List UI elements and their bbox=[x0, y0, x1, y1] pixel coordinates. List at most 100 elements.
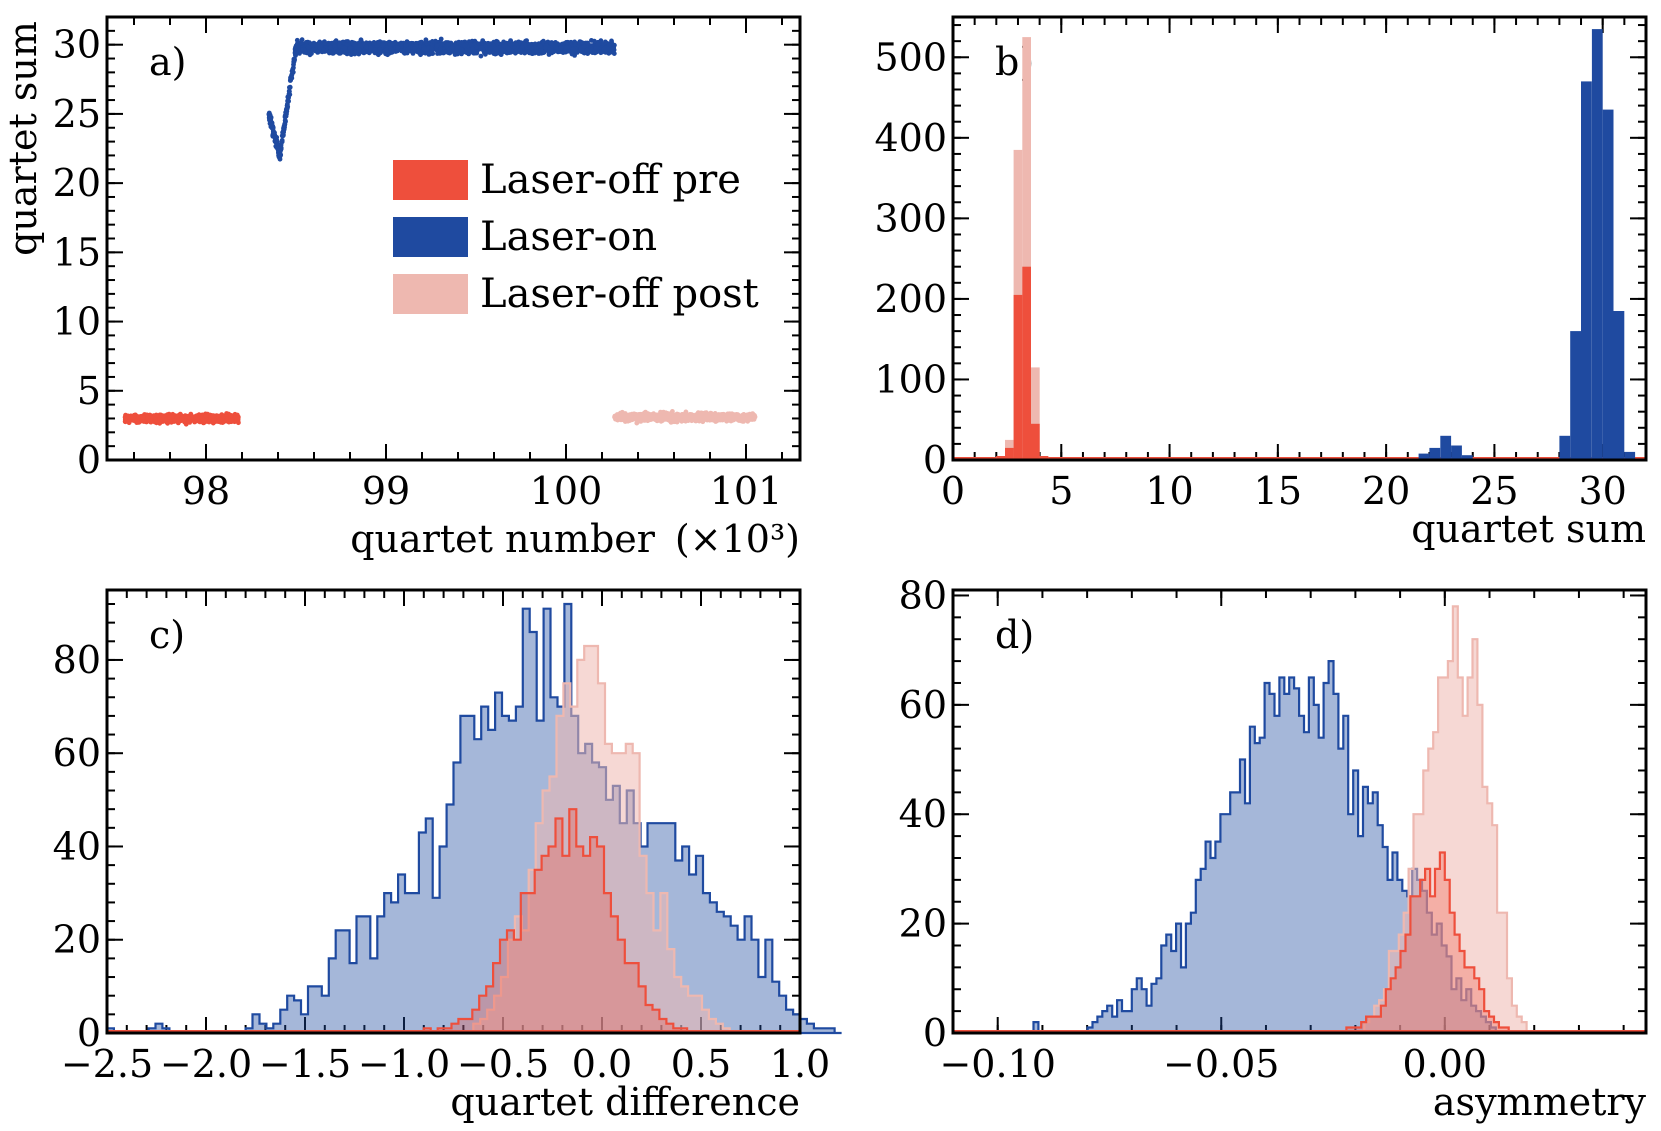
series-laser-off-post bbox=[612, 409, 758, 426]
data-point bbox=[609, 46, 615, 52]
data-point bbox=[282, 121, 288, 127]
data-point bbox=[459, 40, 465, 45]
data-point bbox=[203, 413, 209, 419]
data-point bbox=[192, 414, 198, 420]
data-point bbox=[269, 122, 274, 128]
histogram-bar bbox=[996, 456, 1005, 460]
data-point bbox=[751, 414, 757, 420]
data-point bbox=[305, 44, 311, 50]
x-tick-label: 5 bbox=[1049, 469, 1073, 513]
plot-frame bbox=[105, 15, 802, 462]
data-point bbox=[713, 413, 719, 419]
data-point bbox=[734, 413, 740, 419]
data-point bbox=[271, 130, 277, 136]
data-point bbox=[147, 418, 153, 424]
x-tick-label: 15 bbox=[1254, 469, 1302, 513]
x-axis-unit: (×10³) bbox=[675, 517, 800, 561]
data-point bbox=[464, 50, 469, 55]
data-point bbox=[506, 46, 512, 52]
data-point bbox=[712, 418, 718, 424]
data-point bbox=[584, 47, 590, 53]
y-tick-label: 10 bbox=[53, 300, 101, 344]
data-point bbox=[189, 414, 194, 420]
data-point bbox=[179, 416, 185, 421]
data-point bbox=[288, 75, 294, 80]
data-point bbox=[167, 415, 172, 420]
data-point bbox=[524, 38, 529, 43]
data-point bbox=[125, 414, 131, 420]
histogram-bar bbox=[1031, 367, 1040, 460]
data-point bbox=[488, 46, 493, 52]
data-point bbox=[405, 46, 411, 52]
data-point bbox=[347, 45, 353, 51]
data-point bbox=[473, 44, 479, 50]
data-point bbox=[364, 44, 369, 50]
data-point bbox=[387, 42, 393, 47]
data-point bbox=[694, 414, 700, 420]
data-point bbox=[470, 46, 475, 52]
y-tick-label: 500 bbox=[874, 35, 947, 79]
data-point bbox=[438, 36, 444, 42]
data-point bbox=[642, 414, 648, 420]
data-point bbox=[418, 40, 423, 45]
series-laser-off-pre bbox=[996, 266, 1049, 460]
histogram-bar bbox=[1031, 423, 1040, 460]
data-point bbox=[485, 40, 491, 46]
data-point bbox=[494, 40, 500, 46]
data-point bbox=[356, 47, 362, 53]
data-point bbox=[493, 51, 499, 57]
data-point bbox=[591, 38, 597, 44]
data-point bbox=[445, 42, 451, 47]
data-point bbox=[277, 152, 283, 158]
data-point bbox=[430, 39, 435, 44]
data-point bbox=[478, 45, 483, 51]
data-point bbox=[412, 46, 417, 51]
data-point bbox=[283, 107, 289, 112]
data-point bbox=[612, 414, 617, 420]
legend-label: Laser-off post bbox=[480, 271, 759, 317]
legend: Laser-off pre Laser-on Laser-off post bbox=[393, 157, 759, 317]
data-point bbox=[372, 47, 377, 53]
data-point bbox=[507, 41, 513, 47]
histogram-bar bbox=[1039, 456, 1049, 460]
data-point bbox=[285, 94, 291, 100]
y-tick-label: 15 bbox=[53, 230, 101, 274]
data-point bbox=[273, 138, 279, 143]
data-point bbox=[481, 50, 487, 55]
data-point bbox=[550, 41, 555, 47]
data-point bbox=[558, 45, 563, 51]
data-point bbox=[380, 42, 386, 48]
data-point bbox=[443, 49, 448, 55]
y-tick-label: 25 bbox=[53, 92, 101, 136]
data-point bbox=[570, 47, 576, 52]
data-point bbox=[741, 412, 747, 417]
data-point bbox=[287, 85, 292, 90]
data-point bbox=[353, 50, 359, 56]
data-point bbox=[709, 416, 715, 421]
data-point bbox=[357, 42, 363, 48]
data-point bbox=[282, 113, 288, 118]
legend-label: Laser-off pre bbox=[480, 157, 741, 203]
data-point bbox=[543, 45, 548, 51]
data-point bbox=[322, 41, 328, 46]
x-tick-label: 98 bbox=[182, 469, 230, 513]
ticks bbox=[952, 17, 1647, 461]
data-point bbox=[601, 46, 607, 52]
data-point bbox=[286, 98, 291, 104]
data-point bbox=[541, 38, 546, 44]
legend-label: Laser-on bbox=[480, 214, 657, 260]
x-axis-title-text: quartet number bbox=[350, 517, 656, 561]
data-point bbox=[294, 37, 300, 43]
y-tick-label: 30 bbox=[53, 23, 101, 67]
legend-swatch bbox=[393, 160, 468, 200]
legend-swatch bbox=[393, 274, 468, 314]
x-tick-label: 30 bbox=[1579, 469, 1627, 513]
data-point bbox=[581, 44, 587, 49]
data-point bbox=[593, 45, 599, 51]
bars bbox=[953, 29, 1646, 461]
data-point bbox=[689, 413, 694, 419]
data-point bbox=[293, 50, 299, 56]
